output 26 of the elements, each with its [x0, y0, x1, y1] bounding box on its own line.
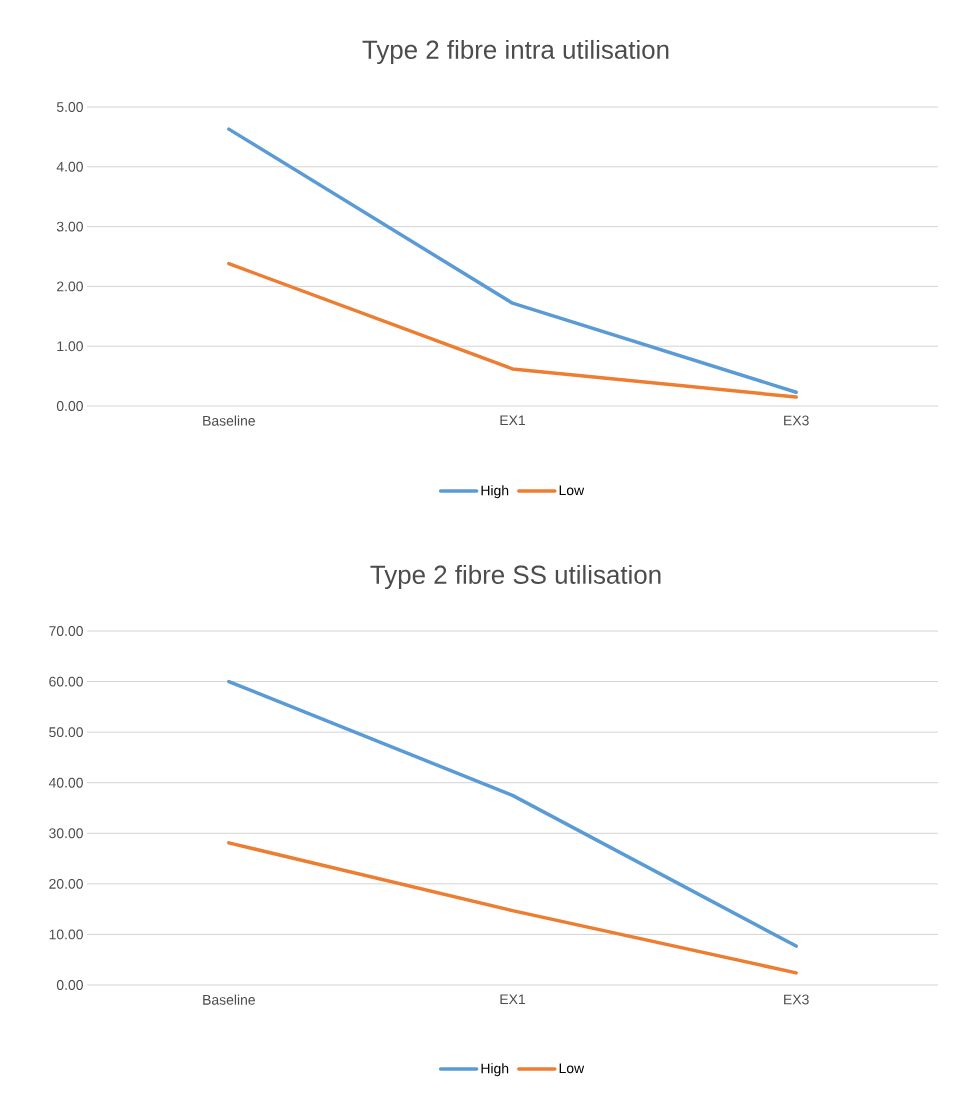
legend-label: High — [481, 485, 509, 499]
chart-title: Type 2 fibre intra utilisation — [362, 39, 669, 65]
legend-label: Low — [559, 485, 585, 496]
legend-label: Low — [559, 1063, 585, 1074]
legend-label: High — [481, 1063, 509, 1077]
y-tick-label: 40.00 — [48, 777, 83, 788]
y-tick-label: 1.00 — [57, 341, 83, 352]
x-tick-label: EX1 — [500, 994, 526, 1005]
y-tick-label: 30.00 — [49, 828, 83, 839]
x-tick-label: EX3 — [784, 415, 809, 426]
y-tick-label: 70.00 — [49, 626, 83, 636]
y-tick-label: 0.00 — [56, 980, 83, 990]
y-tick-label: 0.00 — [56, 401, 83, 411]
y-tick-label: 3.00 — [56, 221, 83, 232]
y-tick-label: 4.00 — [56, 161, 83, 172]
x-tick-label: Baseline — [203, 994, 255, 1005]
chart-title: Type 2 fibre SS utilisation — [370, 564, 661, 590]
y-tick-label: 50.00 — [49, 727, 83, 738]
y-tick-label: 10.00 — [49, 929, 83, 940]
x-tick-label: EX1 — [500, 415, 526, 426]
x-tick-label: Baseline — [203, 415, 255, 426]
y-tick-label: 2.00 — [57, 281, 83, 292]
y-tick-label: 20.00 — [49, 878, 83, 889]
y-tick-label: 5.00 — [56, 102, 83, 112]
x-tick-label: EX3 — [784, 994, 809, 1005]
y-tick-label: 60.00 — [49, 676, 83, 687]
